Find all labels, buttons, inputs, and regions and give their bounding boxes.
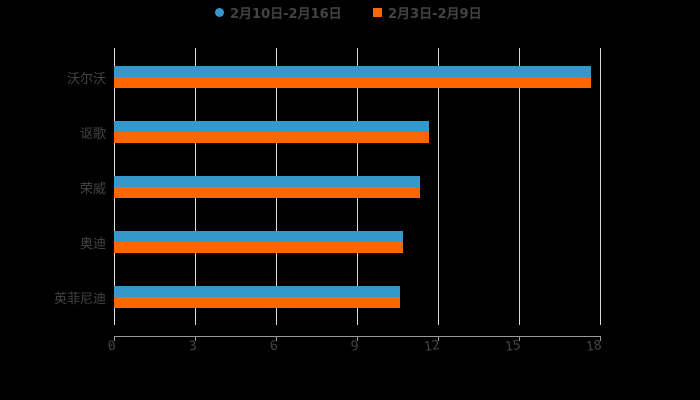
x-axis-tick (276, 336, 277, 341)
legend-item-series-1[interactable]: 2月10日-2月16日 (215, 3, 342, 22)
x-axis-tick-label: 0 (106, 338, 117, 355)
bar-1[interactable] (114, 286, 400, 297)
y-axis-category-label: 英菲尼迪 (53, 292, 106, 307)
y-axis-category-label: 讴歌 (79, 127, 106, 142)
x-axis-tick (114, 336, 115, 341)
x-axis-tick (600, 336, 601, 341)
x-axis-tick (519, 336, 520, 341)
gridline (519, 48, 520, 325)
gridline (438, 48, 439, 325)
x-axis-tick-label: 9 (349, 338, 360, 355)
x-axis-tick-label: 15 (504, 337, 522, 356)
x-axis-tick (357, 336, 358, 341)
bar-1[interactable] (114, 176, 420, 187)
legend-square-icon (373, 8, 382, 17)
bar-1[interactable] (114, 66, 591, 77)
legend-label: 2月10日-2月16日 (230, 7, 342, 22)
bar-2[interactable] (114, 187, 420, 198)
bar-2[interactable] (114, 242, 403, 253)
x-axis-tick (195, 336, 196, 341)
legend-circle-icon (215, 8, 224, 17)
chart-legend: 2月10日-2月16日 2月3日-2月9日 (0, 3, 700, 23)
x-axis-tick-label: 12 (423, 337, 441, 356)
x-axis-tick-label: 6 (268, 338, 279, 355)
gridline (600, 48, 601, 325)
x-axis-line (114, 336, 600, 337)
bar-2[interactable] (114, 77, 591, 88)
y-axis-category-label: 荣威 (79, 182, 106, 197)
y-axis-category-label: 沃尔沃 (66, 72, 106, 87)
bar-1[interactable] (114, 121, 429, 132)
x-axis-tick (438, 336, 439, 341)
y-axis-category-label: 奥迪 (79, 237, 106, 252)
bar-2[interactable] (114, 297, 400, 308)
bar-1[interactable] (114, 231, 403, 242)
x-axis-tick-label: 3 (187, 338, 198, 355)
x-axis-tick-label: 18 (585, 337, 603, 356)
bar-2[interactable] (114, 132, 429, 143)
legend-item-series-2[interactable]: 2月3日-2月9日 (373, 3, 482, 22)
legend-label: 2月3日-2月9日 (388, 7, 482, 22)
